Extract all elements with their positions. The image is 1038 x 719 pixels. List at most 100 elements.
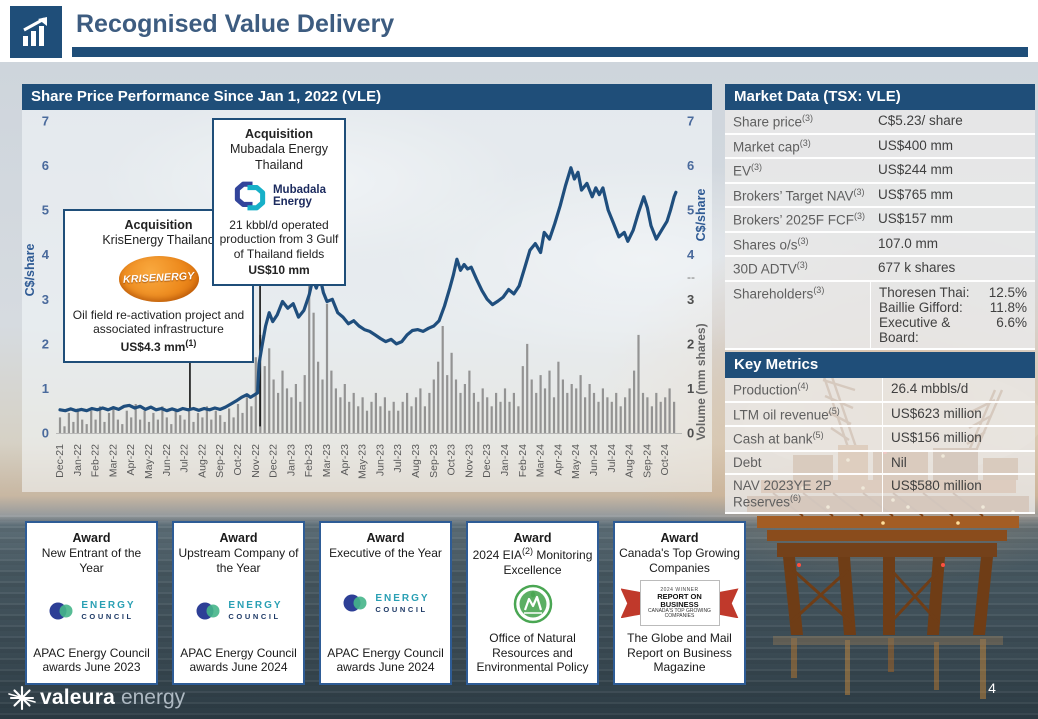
volume-bar <box>606 397 609 433</box>
chart-title-bar: Share Price Performance Since Jan 1, 202… <box>22 84 712 110</box>
volume-bar <box>294 384 297 433</box>
row-label-sup: (5) <box>828 405 840 416</box>
energy-council-text: ENERGY COUNCIL <box>81 600 135 621</box>
award-subtitle: New Entrant of the Year <box>41 546 142 575</box>
volume-bar <box>352 392 355 433</box>
key-metrics-title-bar: Key Metrics <box>725 352 1035 378</box>
volume-bar <box>610 401 613 433</box>
award-logo: ENERGY COUNCIL <box>47 589 135 633</box>
award-card: Award New Entrant of the Year ENERGY COUNCI… <box>25 521 158 685</box>
volume-bar <box>401 401 404 433</box>
volume-bar <box>392 401 395 433</box>
y-left-tick: 7 <box>42 114 49 129</box>
volume-bar <box>454 379 458 433</box>
volume-bar <box>370 401 373 433</box>
award-title: Award <box>513 531 552 545</box>
x-tick-label: Jul-22 <box>179 444 191 473</box>
volume-bar <box>67 412 70 433</box>
volume-bar <box>397 410 400 433</box>
volume-bar <box>241 412 244 433</box>
volume-bar <box>579 375 582 433</box>
row-value: US$623 million <box>891 405 982 421</box>
report-on-business-logo: 2024 WINNER REPORT ON BUSINESS CANADA'S TO… <box>620 580 739 627</box>
x-tick-label: Feb-22 <box>90 444 102 477</box>
y-right-price-tick: 4 <box>687 247 695 262</box>
award-card: Award Canada's Top Growing Companies 2024 … <box>613 521 746 685</box>
volume-bar <box>250 406 253 433</box>
y-right-volume-tick: 0 <box>687 426 694 441</box>
energy-council-line1: ENERGY <box>81 599 136 611</box>
row-label-sup: (3) <box>796 260 808 270</box>
volume-bar <box>379 406 382 433</box>
x-tick-label: Nov-22 <box>250 444 262 478</box>
award-caption: Office of Natural Resources and Environm… <box>476 631 589 675</box>
volume-bar <box>561 379 564 433</box>
bar-chart-trend-icon <box>23 17 47 46</box>
volume-bar <box>503 388 507 433</box>
volume-bar <box>192 421 195 433</box>
page-title: Recognised Value Delivery <box>76 10 395 38</box>
volume-bar <box>486 397 489 433</box>
x-tick-label: Jan-24 <box>499 444 511 476</box>
x-tick-label: Dec-21 <box>54 444 66 478</box>
table-row: Debt Nil <box>725 451 1035 475</box>
volume-bar <box>76 408 79 433</box>
volume-bar <box>299 401 302 433</box>
shareholder-line: Thoresen Thai: 12.5% <box>879 285 1027 300</box>
volume-bar <box>406 392 409 433</box>
row-label: Market cap(3) <box>733 137 811 155</box>
volume-bar <box>388 410 391 433</box>
x-tick-label: Nov-23 <box>463 444 475 478</box>
award-caption: APAC Energy Council awards June 2024 <box>180 645 297 675</box>
volume-bar <box>263 366 266 433</box>
table-row: Share price(3) C$5.23/ share <box>725 110 1035 135</box>
volume-bar <box>490 406 493 433</box>
award-header: Award New Entrant of the Year <box>31 531 152 576</box>
volume-bar <box>210 419 213 433</box>
volume-bar <box>334 388 337 433</box>
award-caption: APAC Energy Council awards June 2023 <box>33 645 150 675</box>
table-row: EV(3) US$244 mm <box>725 159 1035 184</box>
volume-bar <box>63 426 66 433</box>
energy-council-text: ENERGY COUNCIL <box>228 600 282 621</box>
amount-text: US$4.3 mm <box>120 339 186 354</box>
volume-bar <box>668 388 671 433</box>
x-tick-label: Sep-22 <box>214 444 226 478</box>
volume-bar <box>268 348 271 433</box>
volume-bar <box>615 392 618 433</box>
volume-bar <box>72 421 75 433</box>
volume-bar <box>495 392 498 433</box>
y-left-tick: 5 <box>42 203 49 218</box>
page-number: 4 <box>988 680 996 696</box>
volume-bar <box>526 343 529 433</box>
award-logo: 2024 WINNER REPORT ON BUSINESS CANADA'S TO… <box>620 580 739 627</box>
volume-bar <box>410 406 413 433</box>
x-tick-label: Oct-23 <box>446 444 458 476</box>
header-rule <box>72 47 1028 57</box>
volume-bar <box>152 412 155 433</box>
callout-subheading: KrisEnergy Thailand <box>102 233 215 248</box>
row-value: 677 k shares <box>878 260 956 275</box>
volume-bar <box>232 417 235 433</box>
table-row: Shares o/s(3) 107.0 mm <box>725 232 1035 257</box>
energy-council-line1: ENERGY <box>375 592 430 604</box>
row-label: NAV 2023YE 2P Reserves(6) <box>733 474 883 512</box>
volume-bar <box>85 424 88 433</box>
table-row: NAV 2023YE 2P Reserves(6) US$580 million <box>725 474 1035 514</box>
y-right-price-tick: 6 <box>687 158 694 173</box>
volume-bar <box>374 392 377 433</box>
volume-bar <box>432 379 435 433</box>
volume-bar <box>535 392 538 433</box>
award-caption: APAC Energy Council awards June 2024 <box>327 645 444 675</box>
row-label: Share price(3) <box>733 113 814 130</box>
award-subtitle: 2024 EIA(2) Monitoring Excellence <box>472 546 593 577</box>
row-label-sup: (3) <box>799 137 811 148</box>
volume-bar <box>170 424 173 433</box>
volume-bar <box>188 408 191 433</box>
volume-bar <box>463 384 466 433</box>
volume-bar <box>512 392 515 433</box>
award-caption: The Globe and Mail Report on Business Ma… <box>627 631 732 675</box>
callout-heading: Acquisition <box>124 218 193 232</box>
award-logo: ENERGY COUNCIL <box>341 581 429 625</box>
